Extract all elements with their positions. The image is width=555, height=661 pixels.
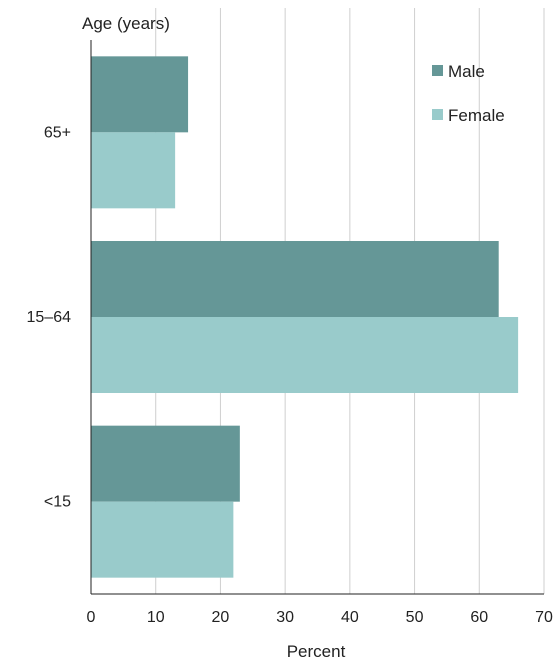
bars [91, 56, 519, 578]
x-tick-label: 20 [212, 609, 230, 626]
x-tick-label: 10 [147, 609, 165, 626]
category-label: 65+ [44, 124, 71, 141]
legend-label-female: Female [448, 106, 505, 125]
x-tick-labels: 0 10 20 30 40 50 60 70 [87, 609, 553, 626]
bar-male-1 [91, 241, 499, 317]
category-label: 15–64 [27, 309, 72, 326]
x-tick-label: 40 [341, 609, 359, 626]
category-label: <15 [44, 494, 71, 511]
x-tick-label: 60 [470, 609, 488, 626]
bar-female-1 [91, 317, 519, 393]
bar-male-0 [91, 56, 189, 133]
x-tick-label: 50 [406, 609, 424, 626]
legend: Male Female [432, 62, 505, 125]
legend-swatch-male [432, 65, 443, 76]
category-labels: 65+ 15–64 <15 [27, 124, 72, 510]
bar-female-2 [91, 501, 234, 578]
bar-female-0 [91, 132, 176, 209]
x-tick-label: 30 [276, 609, 294, 626]
x-tick-label: 0 [87, 609, 96, 626]
legend-swatch-female [432, 109, 443, 120]
y-axis-title: Age (years) [82, 14, 170, 33]
x-axis-title: Percent [287, 642, 346, 661]
legend-label-male: Male [448, 62, 485, 81]
bar-male-2 [91, 425, 240, 502]
x-tick-label: 70 [535, 609, 553, 626]
